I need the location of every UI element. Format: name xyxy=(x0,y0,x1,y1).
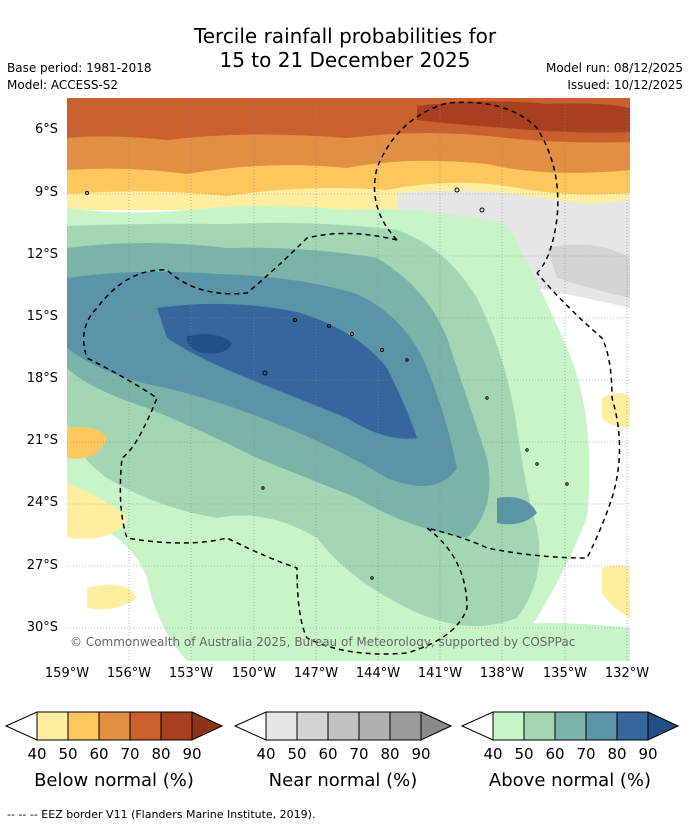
lon-tick: 150°W xyxy=(231,666,277,681)
lat-tick: 24°S xyxy=(26,495,58,510)
colorbar-tick: 80 xyxy=(151,745,171,763)
above-40-south xyxy=(447,623,630,661)
model-run: Model run: 08/12/2025 xyxy=(545,61,683,75)
lon-tick: 153°W xyxy=(168,666,214,681)
probability-map: © Commonwealth of Australia 2025, Bureau… xyxy=(67,98,630,661)
above-normal-colorbar xyxy=(461,711,679,741)
lat-tick: 9°S xyxy=(34,185,58,200)
below-40-patch-southwest xyxy=(67,483,127,539)
colorbar-tick: 60 xyxy=(545,745,565,763)
colorbar-tick: 50 xyxy=(287,745,307,763)
colorbar-tick: 40 xyxy=(256,745,276,763)
below-40-patch-south xyxy=(87,584,137,610)
lat-tick: 30°S xyxy=(26,620,58,635)
above-90-patch xyxy=(186,334,232,354)
below-normal-colorbar xyxy=(5,711,223,741)
colorbar-tick: 60 xyxy=(89,745,109,763)
eez-border-french-polynesia xyxy=(82,232,621,655)
colorbar-tick: 50 xyxy=(514,745,534,763)
meta-left: Base period: 1981-2018 Model: ACCESS-S2 xyxy=(7,60,152,94)
below-50-patch-west xyxy=(67,426,107,459)
colorbar-tick: 70 xyxy=(576,745,596,763)
lon-tick: 159°W xyxy=(44,666,90,681)
base-period: Base period: 1981-2018 xyxy=(7,61,152,75)
lat-tick: 15°S xyxy=(26,309,58,324)
lon-tick: 147°W xyxy=(293,666,339,681)
colorbar-tick: 60 xyxy=(318,745,338,763)
lon-tick: 132°W xyxy=(604,666,650,681)
eez-footnote: -- -- -- EEZ border V11 (Flanders Marine… xyxy=(7,808,316,821)
colorbar-tick: 70 xyxy=(349,745,369,763)
model-name: Model: ACCESS-S2 xyxy=(7,78,119,92)
meta-right: Model run: 08/12/2025 Issued: 10/12/2025 xyxy=(546,60,683,94)
colorbar-tick: 50 xyxy=(58,745,78,763)
lon-tick: 144°W xyxy=(355,666,401,681)
colorbar-tick: 90 xyxy=(638,745,658,763)
lat-tick: 21°S xyxy=(26,433,58,448)
title-line-2: 15 to 21 December 2025 xyxy=(219,48,471,72)
colorbar-tick: 70 xyxy=(120,745,140,763)
below-40-patch-southeast xyxy=(602,565,630,618)
eez-borders xyxy=(82,101,621,655)
colorbar-tick: 90 xyxy=(182,745,202,763)
colorbar-tick: 80 xyxy=(380,745,400,763)
field-layer xyxy=(67,98,630,661)
lat-tick: 27°S xyxy=(26,558,58,573)
lat-tick: 12°S xyxy=(26,247,58,262)
issued-date: Issued: 10/12/2025 xyxy=(567,78,683,92)
copyright-notice: © Commonwealth of Australia 2025, Bureau… xyxy=(70,635,575,649)
above-normal-label: Above normal (%) xyxy=(488,770,652,791)
lon-tick: 141°W xyxy=(417,666,463,681)
colorbar-tick: 80 xyxy=(607,745,627,763)
near-50-east xyxy=(547,244,630,298)
title-line-1: Tercile rainfall probabilities for xyxy=(193,24,497,48)
islands xyxy=(85,187,569,580)
lat-tick: 6°S xyxy=(34,122,58,137)
lat-tick: 18°S xyxy=(26,371,58,386)
colorbar-tick: 40 xyxy=(27,745,47,763)
below-normal-label: Below normal (%) xyxy=(34,770,194,791)
lon-tick: 156°W xyxy=(106,666,152,681)
map-title: Tercile rainfall probabilities for 15 to… xyxy=(0,24,690,72)
below-40-patch-east xyxy=(602,393,630,428)
colorbar-tick: 40 xyxy=(483,745,503,763)
grid-lines xyxy=(67,98,630,661)
lon-tick: 138°W xyxy=(479,666,525,681)
colorbar-tick: 90 xyxy=(411,745,431,763)
near-normal-colorbar xyxy=(234,711,452,741)
near-normal-label: Near normal (%) xyxy=(268,770,418,791)
lon-tick: 135°W xyxy=(542,666,588,681)
